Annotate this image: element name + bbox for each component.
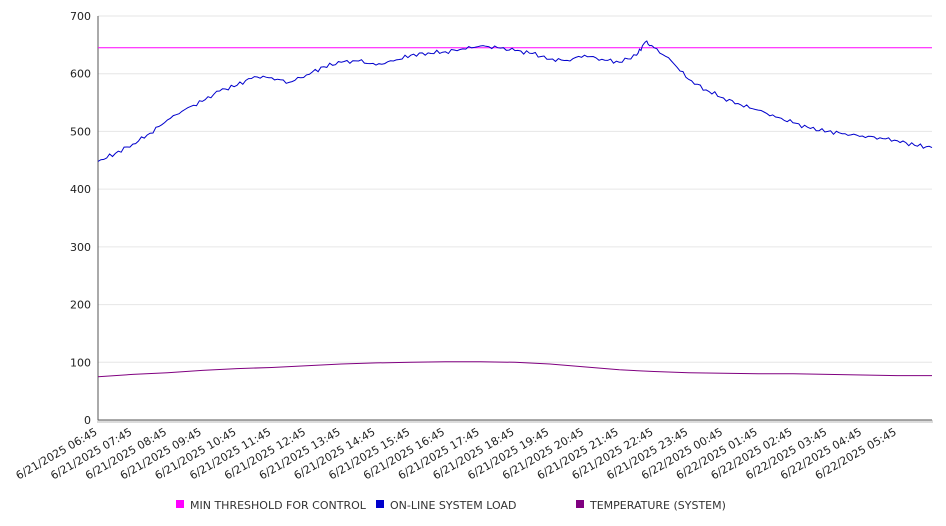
y-axis: 0 100 200 300 400 500 600 700 [70,10,99,427]
legend-label: TEMPERATURE (SYSTEM) [589,499,726,512]
legend-swatch [576,500,584,508]
x-axis: 6/21/2025 06:456/21/2025 07:456/21/2025 … [14,419,933,482]
y-tick-label: 400 [70,183,91,196]
legend-swatch [376,500,384,508]
series-line-temperature-system [97,361,932,378]
grid [98,15,932,421]
y-tick-label: 500 [70,125,91,138]
legend-label: ON-LINE SYSTEM LOAD [390,499,516,512]
y-tick-label: 600 [70,68,91,81]
legend: MIN THRESHOLD FOR CONTROL ON-LINE SYSTEM … [176,499,726,512]
series-line-on-line-system-load [97,40,933,162]
series-group [97,40,933,378]
y-tick-label: 200 [70,299,91,312]
y-tick-label: 700 [70,10,91,23]
legend-swatch [176,500,184,508]
y-tick-label: 0 [84,414,91,427]
legend-label: MIN THRESHOLD FOR CONTROL [190,499,367,512]
y-tick-label: 100 [70,356,91,369]
y-tick-label: 300 [70,241,91,254]
